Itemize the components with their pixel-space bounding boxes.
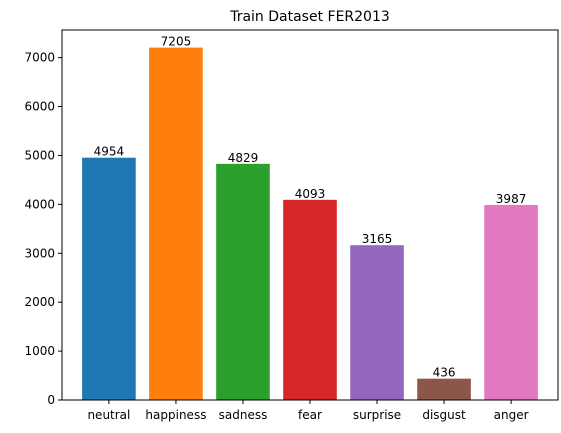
y-tick-label-7000: 7000 [24, 51, 55, 65]
value-label-fear: 4093 [295, 187, 326, 201]
value-label-anger: 3987 [496, 192, 527, 206]
y-tick-label-1000: 1000 [24, 344, 55, 358]
y-tick-label-2000: 2000 [24, 295, 55, 309]
value-label-neutral: 4954 [94, 145, 125, 159]
x-tick-label-surprise: surprise [353, 408, 401, 422]
y-tick-label-6000: 6000 [24, 100, 55, 114]
y-axis: 0 1000 2000 3000 4000 5000 6000 7000 [24, 51, 62, 407]
bar-sadness [216, 163, 270, 400]
bar-disgust [417, 378, 471, 400]
bars-group [82, 47, 538, 401]
y-tick-label-0: 0 [47, 393, 55, 407]
x-tick-label-sadness: sadness [219, 408, 268, 422]
y-tick-label-5000: 5000 [24, 148, 55, 162]
x-tick-label-disgust: disgust [422, 408, 466, 422]
x-axis: neutral happiness sadness fear surprise disgu… [87, 400, 529, 422]
value-label-disgust: 436 [433, 366, 456, 380]
x-tick-label-neutral: neutral [87, 408, 130, 422]
bar-anger [484, 204, 538, 400]
value-label-surprise: 3165 [362, 232, 393, 246]
y-tick-label-4000: 4000 [24, 197, 55, 211]
value-label-sadness: 4829 [228, 151, 259, 165]
plot-area-frame [61, 29, 559, 401]
bar-happiness [149, 47, 203, 401]
bar-neutral [82, 157, 136, 400]
value-labels-group: 4954 7205 4829 4093 3165 436 3987 [94, 35, 527, 380]
x-tick-label-fear: fear [298, 408, 322, 422]
bar-fear [283, 199, 337, 400]
y-tick-label-3000: 3000 [24, 246, 55, 260]
x-tick-label-happiness: happiness [145, 408, 206, 422]
value-label-happiness: 7205 [161, 35, 192, 49]
x-tick-label-anger: anger [494, 408, 529, 422]
bar-surprise [350, 245, 404, 400]
chart-title: Train Dataset FER2013 [229, 9, 390, 25]
